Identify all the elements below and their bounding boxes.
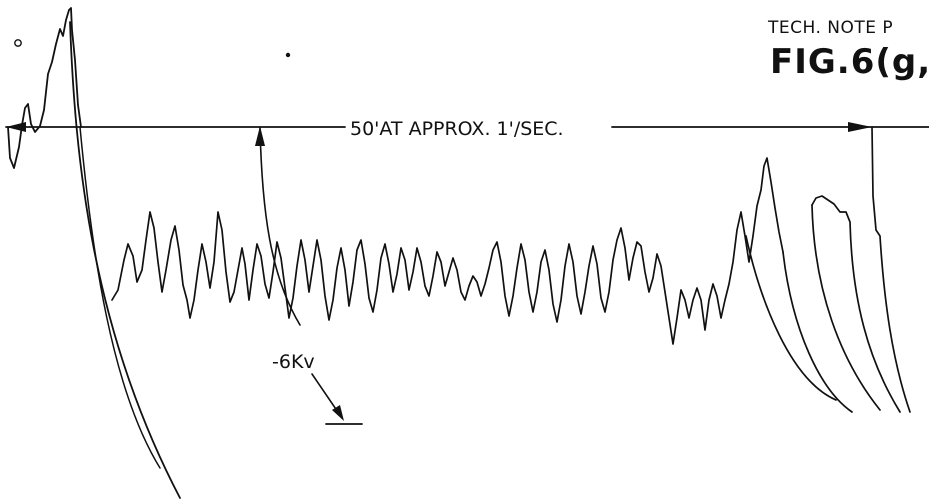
right-spike-trace-2 — [782, 251, 853, 413]
main-signal-trace — [111, 157, 784, 345]
voltage-label: -6Kv — [272, 351, 315, 373]
left-decay-trace — [69, 21, 181, 499]
right-spike-trace-4 — [811, 204, 881, 411]
stray-mark-dot — [285, 52, 291, 58]
left-decay-trace-secondary — [79, 126, 161, 469]
voltage-pointer-arrowhead — [332, 405, 344, 421]
right-spike-trace-3 — [811, 195, 901, 413]
tech-note-label: TECH. NOTE P — [767, 18, 893, 38]
initial-wiggle — [7, 7, 82, 169]
baseline-label: 50'AT APPROX. 1'/SEC. — [350, 118, 564, 140]
calibration-arrow-curve — [259, 127, 301, 326]
calibration-arrowhead — [255, 126, 265, 146]
right-spike-trace-1 — [745, 235, 837, 401]
right-end-trace — [871, 126, 911, 413]
arrowhead-right — [848, 122, 872, 132]
figure-label: FIG.6(g, — [770, 42, 929, 82]
stray-mark-circle — [14, 39, 22, 47]
